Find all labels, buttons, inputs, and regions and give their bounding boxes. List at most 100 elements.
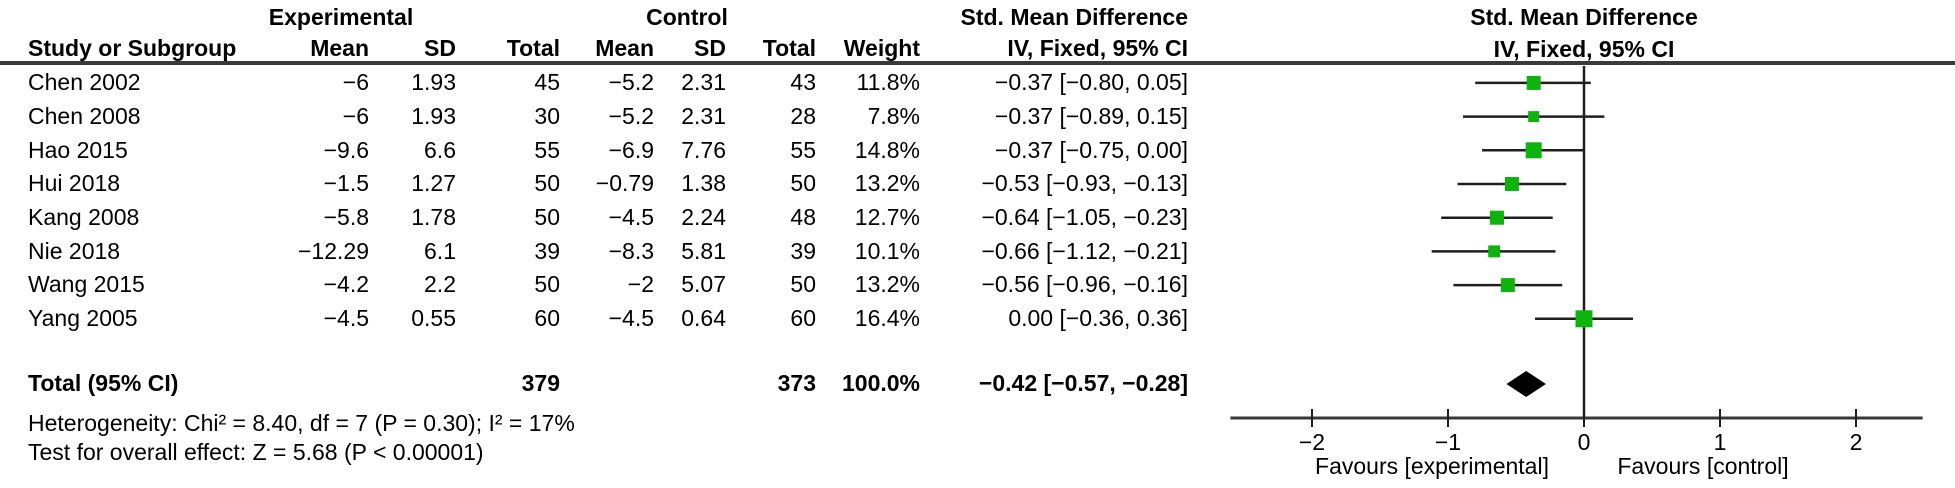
ctl-sd-column-header: SD bbox=[694, 35, 726, 61]
axis-tick-label: 1 bbox=[1714, 429, 1727, 455]
weight: 7.8% bbox=[867, 102, 920, 129]
study-name: Hui 2018 bbox=[28, 170, 121, 197]
weight: 16.4% bbox=[854, 305, 920, 331]
exp-sd: 6.6 bbox=[424, 136, 456, 163]
study-column-header: Study or Subgroup bbox=[28, 35, 237, 61]
ctl-sd: 2.31 bbox=[681, 69, 726, 96]
weight: 11.8% bbox=[856, 69, 920, 96]
exp-sd: 1.93 bbox=[411, 102, 456, 129]
exp-sd: 1.27 bbox=[411, 170, 456, 197]
exp-total: 50 bbox=[534, 203, 560, 230]
heterogeneity-stat: Heterogeneity: Chi² = 8.40, df = 7 (P = … bbox=[28, 410, 575, 436]
ctl-mean: −6.9 bbox=[608, 136, 654, 163]
ctl-sd: 2.31 bbox=[681, 102, 726, 129]
ci-text: −0.56 [−0.96, −0.16] bbox=[981, 271, 1188, 298]
overall-effect-stat: Test for overall effect: Z = 5.68 (P < 0… bbox=[28, 439, 484, 465]
exp-total: 50 bbox=[534, 271, 560, 298]
total-label: Total (95% CI) bbox=[28, 370, 179, 397]
weight: 10.1% bbox=[854, 237, 920, 264]
exp-sd: 0.55 bbox=[411, 305, 456, 331]
exp-total: 30 bbox=[534, 102, 560, 129]
effect-square bbox=[1526, 75, 1541, 90]
ci-text: 0.00 [−0.36, 0.36] bbox=[1008, 305, 1188, 331]
axis-tick-label: 0 bbox=[1578, 429, 1591, 455]
weight: 12.7% bbox=[854, 203, 920, 230]
ctl-total: 43 bbox=[790, 69, 816, 96]
header-rule bbox=[0, 61, 1955, 65]
ctl-total: 50 bbox=[790, 170, 816, 197]
study-table: Chen 2002 −6 1.93 45 −5.2 2.31 43 11.8% −0.37 [−… bbox=[0, 66, 1196, 336]
exp-total: 45 bbox=[534, 69, 560, 96]
smd-text-column-header: Std. Mean Difference bbox=[960, 4, 1189, 30]
experimental-group-header: Experimental bbox=[268, 4, 414, 30]
exp-mean: −6 bbox=[342, 102, 369, 129]
effect-square bbox=[1504, 177, 1519, 191]
pooled-diamond bbox=[1506, 371, 1546, 397]
weight: 14.8% bbox=[854, 136, 920, 163]
exp-sd-column-header: SD bbox=[424, 35, 456, 61]
total-ctl-total: 373 bbox=[777, 370, 816, 397]
ctl-total: 55 bbox=[790, 136, 816, 163]
ctl-mean: −5.2 bbox=[608, 102, 654, 129]
study-name: Chen 2008 bbox=[28, 102, 141, 129]
axis-tick-label: −2 bbox=[1299, 429, 1325, 455]
exp-mean-column-header: Mean bbox=[310, 35, 369, 61]
ci-text: −0.37 [−0.75, 0.00] bbox=[994, 136, 1188, 163]
total-exp-total: 379 bbox=[521, 370, 560, 397]
exp-total-column-header: Total bbox=[506, 35, 560, 61]
exp-total: 55 bbox=[534, 136, 560, 163]
exp-total: 50 bbox=[534, 170, 560, 197]
exp-mean: −6 bbox=[342, 69, 369, 96]
axis-tick-label: −1 bbox=[1435, 429, 1461, 455]
ctl-mean: −4.5 bbox=[608, 305, 654, 331]
ctl-mean: −4.5 bbox=[608, 203, 654, 230]
exp-mean: −12.29 bbox=[298, 237, 369, 264]
total-ci-text: −0.42 [−0.57, −0.28] bbox=[978, 370, 1188, 397]
ci-plot-column-header: IV, Fixed, 95% CI bbox=[1493, 36, 1675, 62]
total-row: Total (95% CI) 379 373 100.0% −0.42 [−0.… bbox=[0, 367, 1196, 401]
axis-tick-label: 2 bbox=[1850, 429, 1863, 455]
study-name: Kang 2008 bbox=[28, 203, 140, 230]
forest-plot: −2 −1 0 1 2 Favours [experimental] Favours [co… bbox=[1230, 66, 1923, 479]
effect-square bbox=[1488, 245, 1501, 258]
ctl-total: 39 bbox=[790, 237, 816, 264]
ctl-mean-column-header: Mean bbox=[595, 35, 654, 61]
exp-sd: 1.78 bbox=[411, 203, 456, 230]
study-name: Chen 2002 bbox=[28, 69, 141, 96]
exp-sd: 2.2 bbox=[424, 271, 456, 298]
ci-text-column-header: IV, Fixed, 95% CI bbox=[1007, 35, 1188, 61]
favours-right-label: Favours [control] bbox=[1617, 453, 1788, 479]
ci-text: −0.37 [−0.80, 0.05] bbox=[994, 69, 1188, 96]
exp-mean: −1.5 bbox=[323, 170, 369, 197]
ctl-mean: −5.2 bbox=[608, 69, 654, 96]
effect-square bbox=[1500, 278, 1515, 293]
study-name: Yang 2005 bbox=[28, 305, 138, 331]
ctl-sd: 5.07 bbox=[681, 271, 726, 298]
effect-square bbox=[1489, 210, 1504, 225]
ctl-total: 48 bbox=[790, 203, 816, 230]
smd-plot-column-header: Std. Mean Difference bbox=[1470, 4, 1698, 30]
ctl-sd: 1.38 bbox=[681, 170, 726, 197]
exp-sd: 1.93 bbox=[411, 69, 456, 96]
ctl-total: 60 bbox=[790, 305, 816, 331]
column-header-row: Study or Subgroup Mean SD Total Mean SD … bbox=[0, 35, 1196, 61]
ci-text: −0.64 [−1.05, −0.23] bbox=[981, 203, 1188, 230]
ctl-sd: 5.81 bbox=[681, 237, 726, 264]
ctl-sd: 2.24 bbox=[681, 203, 726, 230]
effect-square bbox=[1525, 142, 1542, 159]
exp-total: 39 bbox=[534, 237, 560, 264]
study-name: Wang 2015 bbox=[28, 271, 145, 298]
exp-total: 60 bbox=[534, 305, 560, 331]
exp-mean: −4.5 bbox=[323, 305, 369, 331]
exp-mean: −9.6 bbox=[323, 136, 369, 163]
ci-text: −0.53 [−0.93, −0.13] bbox=[981, 170, 1188, 197]
ci-text: −0.37 [−0.89, 0.15] bbox=[994, 102, 1188, 129]
ctl-mean: −8.3 bbox=[608, 237, 654, 264]
effect-square bbox=[1575, 310, 1593, 328]
study-name: Nie 2018 bbox=[28, 237, 121, 264]
favours-left-label: Favours [experimental] bbox=[1315, 453, 1549, 479]
ctl-mean: −2 bbox=[627, 271, 654, 298]
ctl-sd: 7.76 bbox=[681, 136, 726, 163]
exp-sd: 6.1 bbox=[424, 237, 456, 264]
